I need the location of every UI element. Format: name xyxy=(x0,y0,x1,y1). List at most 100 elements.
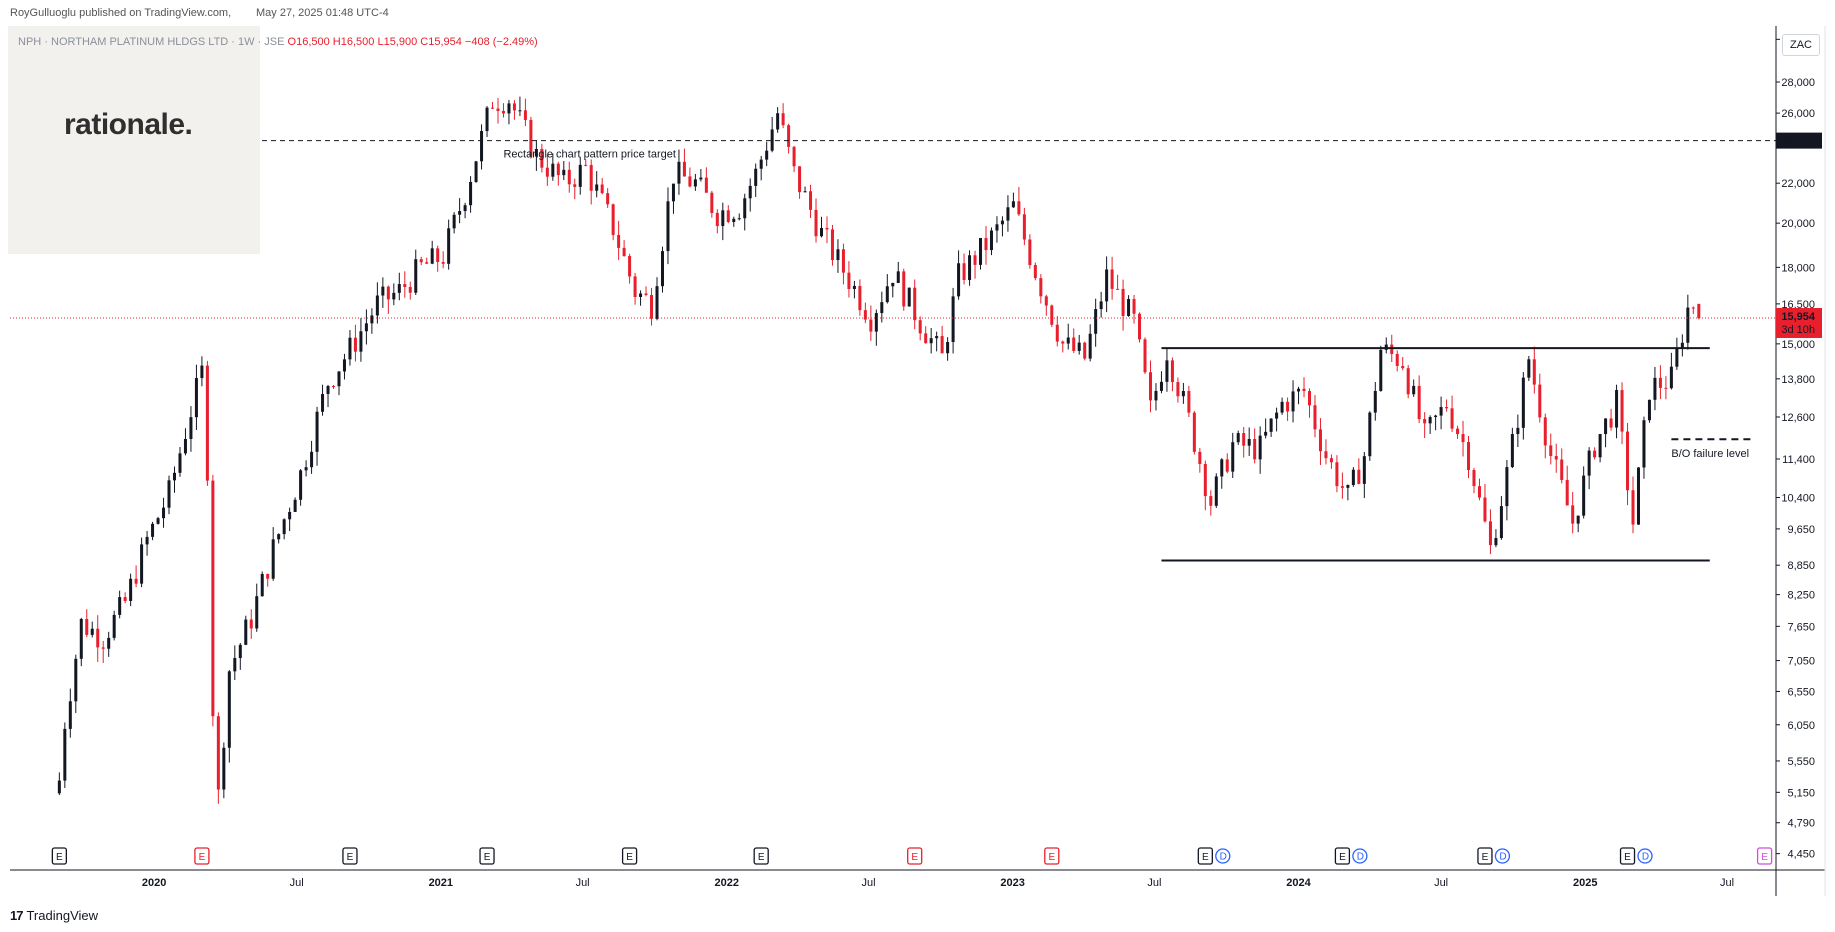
candle-body xyxy=(129,578,133,601)
dividend-icon[interactable] xyxy=(1215,848,1231,864)
candle-body xyxy=(1401,365,1405,369)
candle-body xyxy=(1269,418,1273,432)
candle-body xyxy=(666,201,670,252)
candle-body xyxy=(63,728,67,781)
candle-body xyxy=(1615,390,1619,428)
earnings-icon[interactable] xyxy=(907,847,923,865)
candle-body xyxy=(359,331,363,352)
earnings-icon[interactable] xyxy=(479,847,495,865)
time-axis[interactable]: 2020 Jul 2021 Jul 2022 Jul 2023 Jul 2024 Jul 2025 J… xyxy=(142,877,1734,889)
candle-body xyxy=(216,716,220,790)
earnings-icon[interactable] xyxy=(1756,847,1773,865)
dividend-icon[interactable] xyxy=(1637,848,1653,864)
earnings-icon[interactable] xyxy=(342,847,358,865)
candle-body xyxy=(1165,360,1169,382)
candle-body xyxy=(1127,299,1131,316)
earnings-icon[interactable] xyxy=(1334,847,1351,865)
candle-body xyxy=(480,131,484,162)
candle-body xyxy=(189,417,193,439)
dividend-icon[interactable] xyxy=(1352,848,1368,864)
earnings-icon[interactable] xyxy=(194,847,210,865)
candle-body xyxy=(1017,201,1021,215)
dividend-icon[interactable] xyxy=(1494,848,1511,864)
symbol-legend[interactable]: NPH · NORTHAM PLATINUM HLDGS LTD · 1W · … xyxy=(18,36,538,48)
candle-body xyxy=(271,539,275,579)
candle-body xyxy=(1450,408,1454,429)
candle-body xyxy=(101,647,105,649)
earnings-icon[interactable] xyxy=(621,847,638,865)
candle-body xyxy=(403,284,407,288)
candle-body xyxy=(408,287,412,293)
candle-body xyxy=(68,701,72,729)
candle-body xyxy=(1192,412,1196,452)
candle-body xyxy=(841,249,845,273)
candle-body xyxy=(957,263,961,297)
candle-body xyxy=(1675,348,1679,367)
candle-body xyxy=(1362,456,1366,484)
earnings-icon[interactable] xyxy=(1197,847,1213,865)
candle-body xyxy=(852,285,856,289)
candle-body xyxy=(748,185,752,199)
earnings-icon[interactable] xyxy=(51,847,67,865)
candle-body xyxy=(1044,296,1048,306)
candle-body xyxy=(392,292,396,300)
candle-body xyxy=(951,296,955,342)
earnings-icon-label: E xyxy=(1761,852,1768,863)
candle-body xyxy=(907,287,911,307)
time-tick-label: Jul xyxy=(1147,877,1161,889)
candle-body xyxy=(1094,309,1098,334)
close-value: C15,954 xyxy=(420,36,462,48)
price-tick-label: 5,150 xyxy=(1787,787,1815,799)
price-tick-label: 11,400 xyxy=(1782,454,1815,466)
earnings-icon[interactable] xyxy=(1477,847,1493,865)
currency-selector[interactable]: ZAC xyxy=(1782,34,1820,56)
tradingview-brand[interactable]: 17 TradingView xyxy=(10,908,98,923)
target-price-badge xyxy=(1776,132,1822,149)
candle-body xyxy=(682,161,686,177)
earnings-icon[interactable] xyxy=(1044,847,1060,865)
candle-body xyxy=(447,228,451,264)
watermark-panel: rationale. xyxy=(8,26,260,254)
candle-body xyxy=(315,411,319,452)
candle-body xyxy=(326,386,330,394)
candle-body xyxy=(162,507,166,519)
candle-body xyxy=(1181,391,1185,397)
candle-body xyxy=(441,262,445,264)
time-tick-label: Jul xyxy=(1720,877,1734,889)
price-axis[interactable]: 31,00028,00026,00022,00020,00018,00016,5… xyxy=(1776,34,1822,861)
candle-body xyxy=(151,523,155,537)
candle-body xyxy=(1439,407,1443,416)
low-value: L15,900 xyxy=(377,36,418,48)
candle-body xyxy=(1598,434,1602,458)
candle-body xyxy=(397,284,401,293)
candle-body xyxy=(507,103,511,114)
candle-body xyxy=(913,287,917,321)
earnings-icon[interactable] xyxy=(753,847,769,865)
candle-body xyxy=(381,286,385,296)
candle-body xyxy=(1340,486,1344,488)
candle-body xyxy=(57,780,61,794)
candle-body xyxy=(1417,385,1421,420)
earnings-icon[interactable] xyxy=(1619,847,1636,865)
candle-body xyxy=(1143,339,1147,373)
candle-body xyxy=(277,534,281,540)
candle-body xyxy=(880,302,884,314)
candle-body xyxy=(858,285,862,311)
candle-body xyxy=(183,438,187,454)
candle-body xyxy=(436,248,440,263)
candle-body xyxy=(1307,391,1312,406)
candle-body xyxy=(1236,433,1240,443)
candle-body xyxy=(995,224,999,231)
candle-body xyxy=(211,480,215,717)
candle-body xyxy=(578,164,582,187)
candle-body xyxy=(989,230,993,251)
price-tick-label: 6,050 xyxy=(1787,720,1815,732)
countdown-label: 3d 10h xyxy=(1781,324,1815,336)
candle-body xyxy=(819,227,824,237)
candle-body xyxy=(765,150,769,160)
candle-body xyxy=(1116,288,1120,290)
candle-body xyxy=(167,480,171,508)
symbol-name[interactable]: NPH · NORTHAM PLATINUM HLDGS LTD · 1W · … xyxy=(18,36,285,48)
candle-body xyxy=(419,259,423,263)
